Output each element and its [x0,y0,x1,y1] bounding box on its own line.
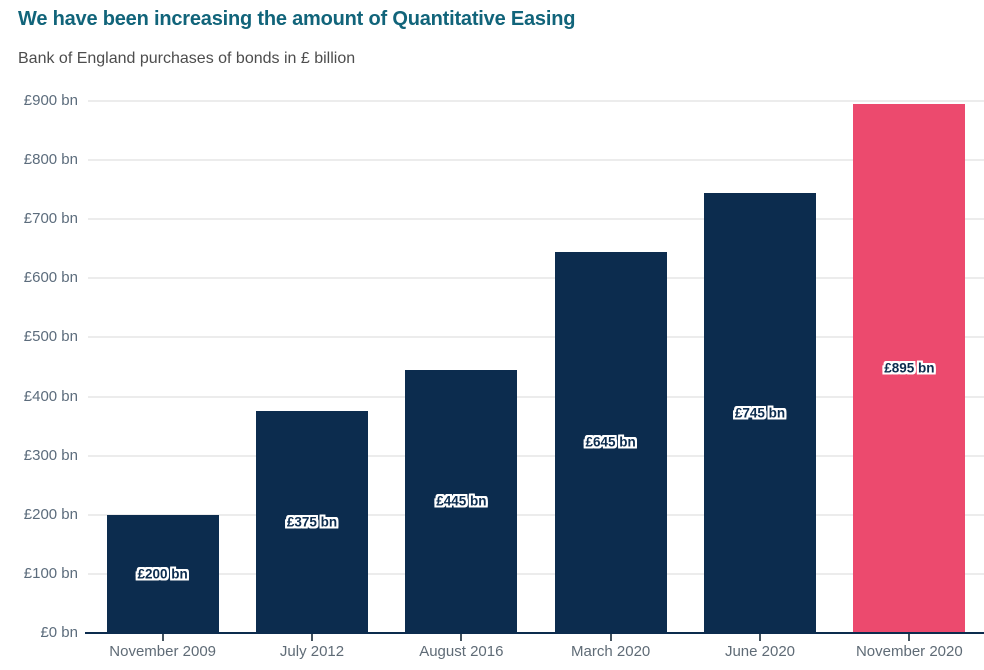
bar-june-2020 [704,192,816,633]
bar-value-label: £375 bn [286,514,338,530]
y-axis-tick-label: £200 bn [23,505,78,523]
x-axis-tick-label: July 2012 [279,643,345,660]
bar-november-2020 [853,103,966,633]
y-axis-tick-label: £700 bn [23,210,78,228]
y-axis-tick-label: £600 bn [23,269,78,287]
gridline [88,277,984,280]
y-axis-tick-label: £900 bn [23,92,78,109]
gridline [88,572,984,575]
bar-november-2009 [106,514,219,633]
chart-subtitle: Bank of England purchases of bonds in £ … [18,50,356,67]
chart-title: We have been increasing the amount of Qu… [18,8,576,30]
gridline [88,336,984,339]
x-axis-tick [161,634,164,641]
x-axis-tick [609,634,612,641]
bar-value-label: £645 bn [585,434,636,450]
bar-value-label: £200 bn [137,566,188,582]
x-axis-tick [460,634,463,641]
gridline [88,159,984,162]
x-axis-tick-label: November 2020 [855,643,963,660]
x-axis-tick-label: August 2016 [419,643,504,660]
x-axis-line [85,632,984,634]
gridline [88,513,984,516]
gridline [88,218,984,221]
gridline [88,100,984,102]
bar-july-2012 [256,411,368,633]
x-axis-tick-label: March 2020 [571,643,651,660]
x-axis-tick-label: June 2020 [724,643,796,660]
x-axis-tick [311,634,313,641]
x-axis-tick [908,634,911,641]
bar-value-label: £445 bn [436,493,487,509]
gridline [88,454,984,457]
x-axis-tick-label: November 2009 [109,643,217,660]
bar-august-2016 [405,369,518,633]
bar-march-2020 [554,251,667,633]
x-axis-tick [759,634,761,641]
y-axis-tick-label: £800 bn [23,151,78,169]
y-axis-tick-label: £0 bn [40,624,78,641]
bar-value-label: £895 bn [884,360,935,376]
gridline [88,395,984,398]
y-axis-tick-label: £500 bn [23,328,78,346]
bar-value-label: £745 bn [734,405,786,421]
y-axis-tick-label: £300 bn [23,446,78,464]
y-axis-tick-label: £100 bn [23,564,78,582]
y-axis-tick-label: £400 bn [23,387,78,405]
